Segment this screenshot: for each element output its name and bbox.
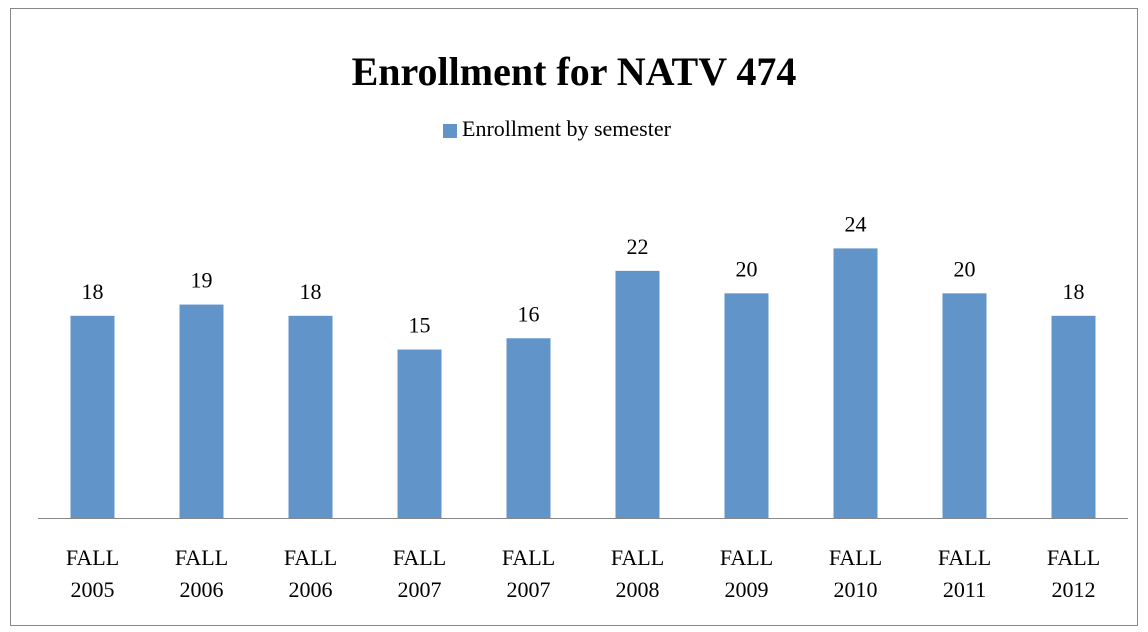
data-label: 18 bbox=[82, 279, 104, 304]
data-label: 18 bbox=[300, 279, 322, 304]
x-tick-label-line: 2011 bbox=[943, 577, 986, 602]
x-tick-label-line: 2012 bbox=[1052, 577, 1096, 602]
x-tick-label-line: 2006 bbox=[180, 577, 224, 602]
data-label: 18 bbox=[1063, 279, 1085, 304]
x-tick-label-line: FALL bbox=[611, 545, 664, 570]
bar bbox=[724, 293, 769, 518]
x-tick-label: FALL 2006 bbox=[175, 545, 228, 602]
x-tick-label-line: FALL bbox=[829, 545, 882, 570]
x-tick-label-line: FALL bbox=[1047, 545, 1100, 570]
legend-label: Enrollment by semester bbox=[462, 116, 672, 141]
bar bbox=[288, 315, 333, 518]
x-tick-label-line: FALL bbox=[66, 545, 119, 570]
data-label: 16 bbox=[518, 301, 540, 326]
x-tick-label: FALL 2009 bbox=[720, 545, 773, 602]
x-tick-label-line: 2007 bbox=[507, 577, 551, 602]
bar bbox=[833, 248, 878, 518]
x-tick-label-line: 2010 bbox=[834, 577, 878, 602]
data-label: 15 bbox=[409, 313, 431, 338]
bar bbox=[1051, 315, 1096, 518]
bar bbox=[506, 338, 551, 518]
bar bbox=[615, 270, 660, 518]
chart-title: Enrollment for NATV 474 bbox=[352, 49, 797, 94]
bar bbox=[179, 304, 224, 518]
x-tick-label: FALL 2007 bbox=[502, 545, 555, 602]
x-tick-label-line: 2009 bbox=[725, 577, 769, 602]
x-tick-label: FALL 2010 bbox=[829, 545, 882, 602]
x-tick-label: FALL 2006 bbox=[284, 545, 337, 602]
x-tick-label-line: 2007 bbox=[398, 577, 442, 602]
legend-swatch bbox=[443, 124, 457, 138]
x-tick-label-line: FALL bbox=[175, 545, 228, 570]
data-label: 20 bbox=[736, 256, 758, 281]
x-tick-label-line: FALL bbox=[938, 545, 991, 570]
bar bbox=[70, 315, 115, 518]
data-label: 22 bbox=[627, 234, 649, 259]
data-label: 20 bbox=[954, 256, 976, 281]
data-label: 24 bbox=[845, 211, 867, 236]
x-tick-label-line: 2006 bbox=[289, 577, 333, 602]
x-tick-label: FALL 2007 bbox=[393, 545, 446, 602]
x-tick-label-line: FALL bbox=[284, 545, 337, 570]
x-tick-label: FALL 2008 bbox=[611, 545, 664, 602]
bar bbox=[397, 349, 442, 518]
x-tick-label-line: FALL bbox=[393, 545, 446, 570]
x-tick-label: FALL 2011 bbox=[938, 545, 991, 602]
x-tick-label-line: FALL bbox=[720, 545, 773, 570]
bar bbox=[942, 293, 987, 518]
x-tick-label-line: FALL bbox=[502, 545, 555, 570]
data-label: 19 bbox=[191, 268, 213, 293]
x-tick-label: FALL 2005 bbox=[66, 545, 119, 602]
x-tick-label-line: 2008 bbox=[616, 577, 660, 602]
x-tick-label: FALL 2012 bbox=[1047, 545, 1100, 602]
x-tick-label-line: 2005 bbox=[71, 577, 115, 602]
